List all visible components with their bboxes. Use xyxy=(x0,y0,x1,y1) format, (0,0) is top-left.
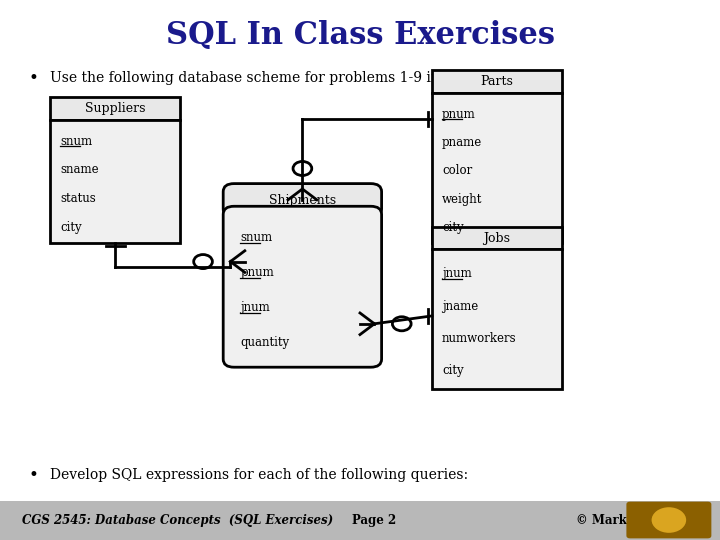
Text: jnum: jnum xyxy=(240,301,270,314)
Text: pnum: pnum xyxy=(240,266,274,279)
Text: pnum: pnum xyxy=(442,107,476,120)
Text: Page 2: Page 2 xyxy=(352,514,397,527)
FancyBboxPatch shape xyxy=(432,93,562,243)
Text: numworkers: numworkers xyxy=(442,332,517,345)
Text: © Mark: © Mark xyxy=(576,514,627,527)
Text: Suppliers: Suppliers xyxy=(85,102,145,115)
FancyBboxPatch shape xyxy=(50,120,180,243)
FancyBboxPatch shape xyxy=(432,70,562,93)
Text: snum: snum xyxy=(60,135,93,148)
FancyBboxPatch shape xyxy=(223,184,382,217)
Text: jnum: jnum xyxy=(442,267,472,280)
Text: CGS 2545: Database Concepts  (SQL Exercises): CGS 2545: Database Concepts (SQL Exercis… xyxy=(22,514,333,527)
Text: Parts: Parts xyxy=(480,75,513,88)
Text: jname: jname xyxy=(442,300,478,313)
Text: status: status xyxy=(60,192,96,205)
Text: city: city xyxy=(60,221,82,234)
Text: city: city xyxy=(442,364,464,377)
FancyBboxPatch shape xyxy=(432,227,562,249)
Text: quantity: quantity xyxy=(240,336,289,349)
Circle shape xyxy=(651,507,687,534)
Text: Use the following database scheme for problems 1-9 in this exercise.: Use the following database scheme for pr… xyxy=(50,71,539,85)
Text: Shipments: Shipments xyxy=(269,194,336,207)
FancyBboxPatch shape xyxy=(223,206,382,367)
Text: weight: weight xyxy=(442,193,482,206)
Text: Develop SQL expressions for each of the following queries:: Develop SQL expressions for each of the … xyxy=(50,468,469,482)
FancyBboxPatch shape xyxy=(0,501,720,540)
Text: color: color xyxy=(442,164,472,177)
Text: •: • xyxy=(29,466,39,484)
Text: snum: snum xyxy=(240,231,273,245)
Text: sname: sname xyxy=(60,164,99,177)
Text: pname: pname xyxy=(442,136,482,149)
Text: •: • xyxy=(29,69,39,87)
Text: city: city xyxy=(442,221,464,234)
Text: SQL In Class Exercises: SQL In Class Exercises xyxy=(166,19,554,51)
Text: Jobs: Jobs xyxy=(483,232,510,245)
FancyBboxPatch shape xyxy=(626,502,711,538)
FancyBboxPatch shape xyxy=(50,97,180,120)
FancyBboxPatch shape xyxy=(432,249,562,389)
